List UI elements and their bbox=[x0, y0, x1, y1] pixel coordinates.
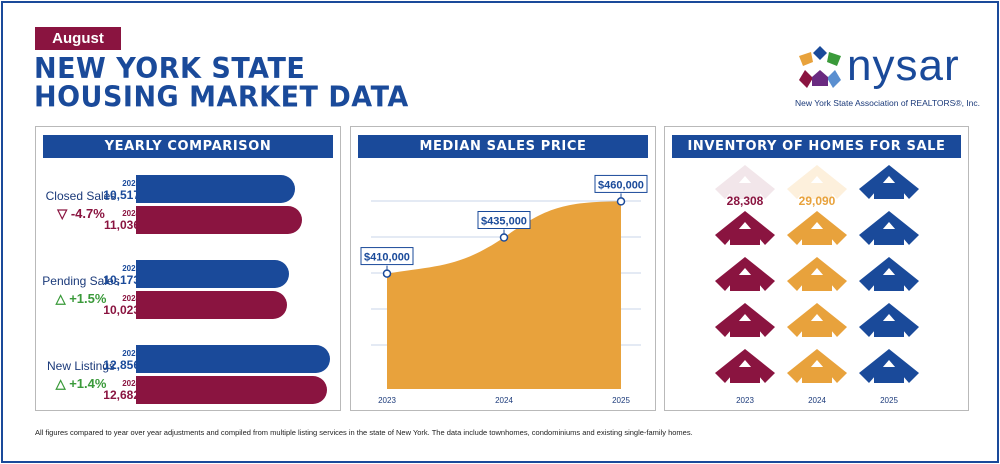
inventory-house-empty-icon-body bbox=[802, 183, 832, 199]
metric-change: △ +1.5% bbox=[55, 291, 107, 306]
median-price-panel: MEDIAN SALES PRICE $410,000 2023 $435,000 2… bbox=[350, 126, 656, 411]
footnote: All figures compared to year over year a… bbox=[35, 428, 693, 437]
inventory-data-label: 28,308 bbox=[727, 194, 764, 208]
inventory-house-icon-body bbox=[730, 275, 760, 291]
inventory-title: INVENTORY OF HOMES FOR SALE bbox=[672, 135, 961, 158]
bar-2024 bbox=[136, 291, 288, 319]
year-label-2024: 2024 bbox=[122, 379, 140, 388]
x-tick-label: 2023 bbox=[378, 396, 396, 405]
yearly-comparison-title: YEARLY COMPARISON bbox=[43, 135, 333, 158]
year-label-2025: 2025 bbox=[122, 349, 140, 358]
date-badge: August 2025 bbox=[35, 27, 121, 70]
bar-2025 bbox=[136, 345, 330, 373]
inventory-panel: INVENTORY OF HOMES FOR SALE 28,308 2023 29… bbox=[664, 126, 969, 411]
page-title: NEW YORK STATE HOUSING MARKET DATA bbox=[34, 55, 409, 112]
value-label-2025: 10,173 bbox=[103, 273, 140, 287]
inventory-house-icon-body bbox=[802, 275, 832, 291]
inventory-house-icon-body bbox=[802, 367, 832, 383]
value-label-2024: 12,682 bbox=[103, 388, 140, 402]
value-label-2025: 12,856 bbox=[103, 358, 140, 372]
price-data-label: $410,000 bbox=[364, 252, 410, 264]
x-tick-label: 2024 bbox=[495, 396, 513, 405]
price-label-box bbox=[477, 211, 531, 229]
x-tick-label: 2025 bbox=[880, 396, 898, 405]
inventory-house-icon-body bbox=[874, 275, 904, 291]
median-price-chart: $410,000 2023 $435,000 2024 $460,000 2025 bbox=[360, 174, 648, 405]
inventory-house-icon-body bbox=[874, 321, 904, 337]
inventory-house-icon-body bbox=[874, 367, 904, 383]
inventory-house-icon-body bbox=[802, 321, 832, 337]
metric-change: △ +1.4% bbox=[55, 376, 107, 391]
year-label-2025: 2025 bbox=[122, 179, 140, 188]
year-label-2024: 2024 bbox=[122, 209, 140, 218]
inventory-house-icon-body bbox=[874, 183, 904, 199]
inventory-house-empty-icon-body bbox=[730, 183, 760, 199]
price-point bbox=[499, 233, 509, 242]
price-area bbox=[387, 201, 621, 389]
metric-label: Pending Sales bbox=[42, 274, 120, 288]
value-label-2024: 10,023 bbox=[103, 303, 140, 317]
x-tick-label: 2024 bbox=[808, 396, 826, 405]
price-label-box bbox=[594, 174, 648, 193]
x-tick-label: 2025 bbox=[612, 396, 630, 405]
bar-2025 bbox=[136, 260, 290, 288]
bar-2024 bbox=[136, 376, 328, 404]
inventory-data-label: 29,090 bbox=[799, 194, 836, 208]
price-data-label: $435,000 bbox=[481, 216, 527, 228]
bar-2024 bbox=[136, 206, 303, 234]
metric-label: New Listings bbox=[46, 359, 116, 373]
year-label-2024: 2024 bbox=[122, 294, 140, 303]
nysar-logo: nysar New York State Association of REAL… bbox=[795, 41, 980, 112]
value-label-2024: 11,036 bbox=[103, 218, 140, 232]
metric-change: ▽ -4.7% bbox=[57, 206, 105, 221]
price-point bbox=[616, 197, 626, 206]
inventory-house-icon-body bbox=[730, 229, 760, 245]
price-label-box bbox=[360, 247, 414, 266]
metric-label: Closed Sales bbox=[45, 189, 117, 203]
price-point bbox=[382, 269, 392, 278]
x-tick-label: 2023 bbox=[736, 396, 754, 405]
price-data-label: $460,000 bbox=[598, 179, 644, 191]
logo-subtitle: New York State Association of REALTORS®,… bbox=[795, 98, 981, 108]
value-label-2025: 10,517 bbox=[103, 188, 140, 202]
inventory-house-icon-body bbox=[730, 367, 760, 383]
yearly-comparison-panel: YEARLY COMPARISON Closed Sales ▽ -4.7% 202… bbox=[35, 126, 341, 411]
inventory-house-icon-body bbox=[802, 229, 832, 245]
title-line-2: HOUSING MARKET DATA bbox=[34, 81, 409, 114]
logo-wordmark: nysar bbox=[847, 41, 960, 90]
title-line-1: NEW YORK STATE bbox=[34, 52, 306, 86]
inventory-house-icon-body bbox=[730, 321, 760, 337]
nysar-house-mark-icon bbox=[799, 46, 841, 88]
bar-2025 bbox=[136, 175, 295, 203]
year-label-2025: 2025 bbox=[122, 264, 140, 273]
median-price-title: MEDIAN SALES PRICE bbox=[358, 135, 648, 158]
inventory-house-icon-body bbox=[874, 229, 904, 245]
